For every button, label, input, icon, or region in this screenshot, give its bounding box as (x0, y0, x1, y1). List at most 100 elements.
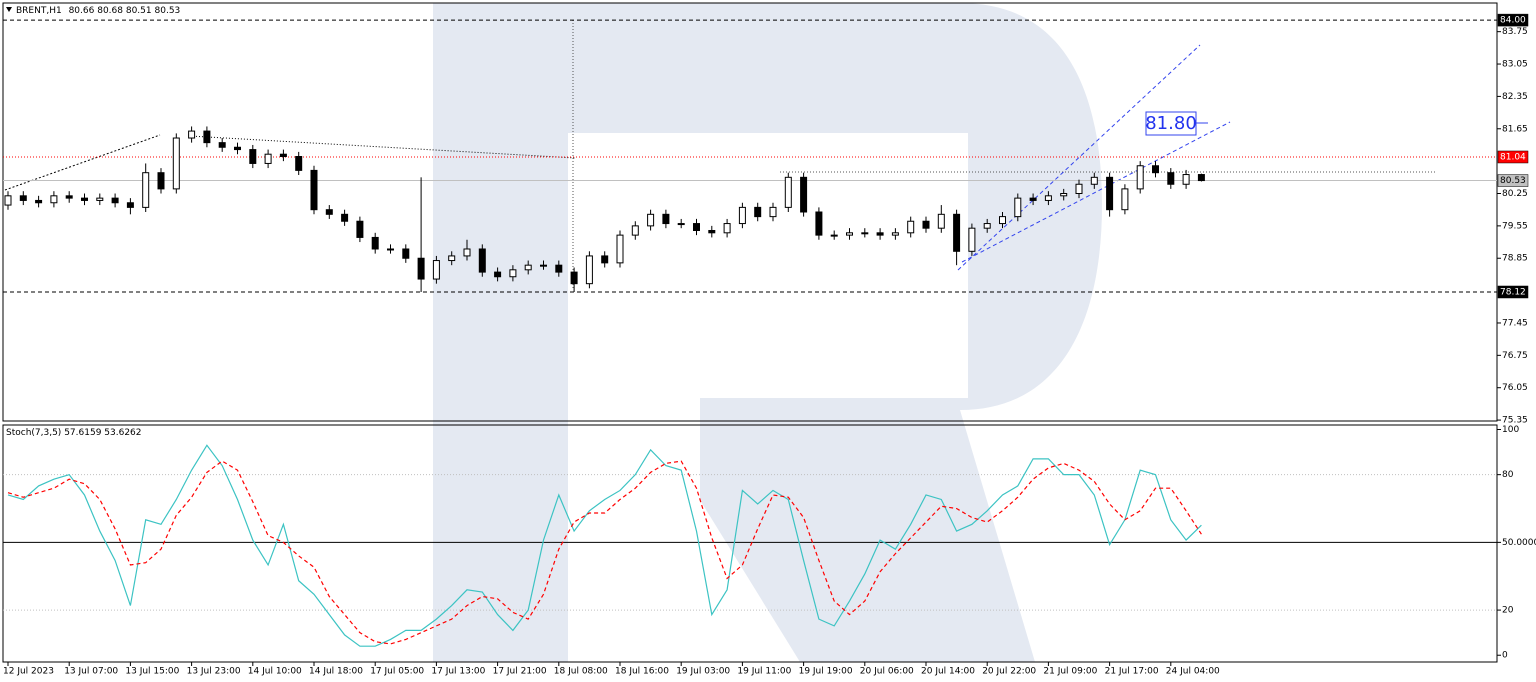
candle-body (830, 234, 838, 237)
last-low: 80.51 (126, 6, 152, 16)
candle-body (1182, 174, 1190, 185)
candle-body (876, 232, 884, 236)
candle-body (784, 176, 792, 208)
candle-body (432, 260, 440, 280)
candle-body (494, 271, 502, 278)
candle-body (142, 172, 150, 208)
candle-body (616, 234, 624, 264)
candle-body (279, 153, 287, 158)
x-tick-label: 21 Jul 09:00 (1043, 667, 1097, 677)
title: BRENT,H1 (16, 6, 62, 16)
candle-body (172, 137, 180, 190)
candle-body (983, 223, 991, 229)
candle-body (846, 232, 853, 236)
candle-body (631, 225, 639, 236)
candle-body (953, 213, 961, 252)
level-label: 78.12 (1500, 287, 1526, 297)
candle-body (463, 248, 471, 257)
candle-body (708, 229, 716, 234)
candle-body (4, 195, 12, 206)
level-label: 80.53 (1500, 176, 1526, 186)
candle-body (999, 216, 1006, 225)
x-tick-label: 21 Jul 17:00 (1105, 667, 1159, 677)
x-tick-label: 17 Jul 05:00 (370, 667, 424, 677)
candle-body (1197, 174, 1205, 182)
candle-body (754, 206, 762, 218)
last-close: 80.53 (155, 6, 181, 16)
x-tick-label: 20 Jul 06:00 (860, 667, 914, 677)
candle-body (234, 146, 241, 151)
last-open: 80.66 (69, 6, 95, 16)
candle-body (540, 264, 547, 267)
x-tick-label: 19 Jul 03:00 (676, 667, 730, 677)
candle-body (402, 248, 410, 259)
candle-body (295, 156, 303, 171)
y-tick-label: 83.75 (1502, 27, 1528, 37)
candle-body (861, 232, 869, 235)
candle-body (310, 169, 318, 211)
candle-body (417, 257, 425, 280)
candle-body (891, 232, 899, 236)
stoch-panel (2, 424, 1498, 663)
candle-body (1090, 176, 1098, 185)
candle-body (356, 220, 364, 238)
y-tick-label: 80 (1502, 470, 1514, 480)
x-tick-label: 14 Jul 10:00 (248, 667, 302, 677)
candle-body (601, 255, 609, 264)
candle-body (1167, 172, 1175, 185)
y-tick-label: 82.35 (1502, 92, 1528, 102)
y-tick-label: 75.35 (1502, 416, 1528, 426)
level-label-box (1497, 285, 1529, 299)
candle-body (341, 213, 349, 222)
candle-body (937, 213, 945, 229)
x-tick-label: 17 Jul 13:00 (431, 667, 485, 677)
candle-body (157, 172, 165, 190)
level-label: 84.00 (1500, 16, 1526, 26)
candle-body (524, 264, 532, 271)
annotation-box (1145, 111, 1197, 136)
y-tick-label: 80.25 (1502, 189, 1528, 199)
candle-body (1060, 193, 1068, 197)
candle-body (1106, 176, 1114, 211)
stoch-line (7, 460, 1202, 645)
candle-body (922, 220, 930, 229)
y-tick-label: 0 (1502, 651, 1508, 661)
watermark (433, 3, 1102, 662)
candle-body (35, 199, 43, 204)
candle-body (968, 227, 976, 252)
x-tick-label: 24 Jul 04:00 (1166, 667, 1220, 677)
y-tick-label: 83.05 (1502, 60, 1528, 70)
candle-body (448, 255, 456, 262)
candle-body (111, 197, 119, 204)
last-main: 57.6159 (64, 428, 101, 438)
last-high: 80.68 (97, 6, 123, 16)
candle-body (50, 195, 58, 204)
candle-body (126, 202, 134, 208)
x-tick-label: 12 Jul 2023 (3, 667, 54, 677)
candle-body (1136, 165, 1144, 190)
x-tick-label: 18 Jul 08:00 (554, 667, 608, 677)
y-tick-label: 77.45 (1502, 318, 1528, 328)
level-label-box (1497, 13, 1529, 27)
candle-body (325, 209, 333, 215)
drawings (4, 20, 1435, 290)
candle-body (65, 195, 73, 199)
x-tick-label: 19 Jul 19:00 (799, 667, 853, 677)
candle-body (647, 213, 655, 227)
candle-body (677, 223, 685, 226)
candle-body (555, 264, 563, 273)
x-tick-label: 20 Jul 22:00 (982, 667, 1036, 677)
candle-body (19, 195, 27, 201)
x-tick-label: 18 Jul 16:00 (615, 667, 669, 677)
title: Stoch(7,3,5) (6, 428, 61, 438)
y-tick-label: 76.05 (1502, 383, 1528, 393)
candle-body (96, 197, 104, 201)
candle-body (723, 223, 731, 234)
header-arrow (6, 7, 12, 12)
candle-body (570, 271, 578, 285)
candle-body (585, 255, 593, 285)
candle-body (264, 153, 272, 164)
x-tick-label: 19 Jul 11:00 (737, 667, 791, 677)
annotation: 81.80 (1145, 113, 1197, 134)
